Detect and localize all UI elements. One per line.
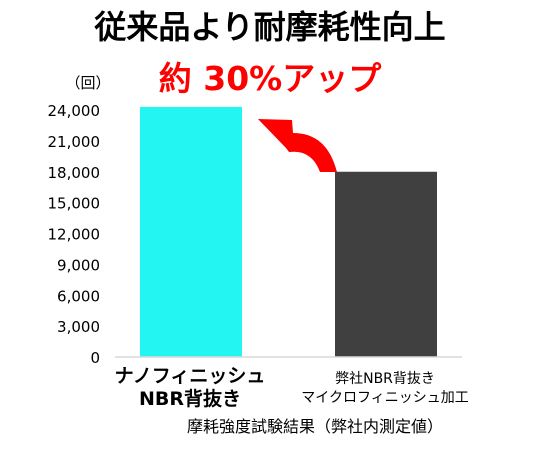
x-category-label-1-line2: NBR背抜き (139, 387, 241, 410)
bar-2 (335, 171, 437, 357)
chart-subtitle: 約 30%アップ (159, 59, 382, 98)
y-tick-label: 3,000 (57, 318, 100, 336)
y-tick-label: 6,000 (57, 287, 100, 305)
y-tick-label: 12,000 (48, 226, 101, 244)
x-category-label-2-line1: 弊社NBR背抜き (335, 371, 435, 387)
y-tick-label: 18,000 (48, 164, 101, 182)
chart-footnote: 摩耗強度試験結果（弊社内測定値） (187, 417, 443, 436)
x-category-label-2-line2: マイクロフィニッシュ加工 (301, 390, 468, 406)
y-tick-label: 21,000 (48, 133, 101, 151)
x-category-label-1-line1: ナノフィニッシュ (115, 365, 266, 387)
y-axis-unit-label: （回） (65, 74, 110, 92)
y-tick-label: 15,000 (48, 195, 101, 213)
y-axis: 24,000 21,000 18,000 15,000 12,000 9,000 6,000… (48, 102, 101, 367)
increase-arrow (258, 119, 337, 172)
bar-1 (140, 106, 242, 357)
y-tick-label: 9,000 (57, 256, 100, 274)
y-tick-label: 0 (90, 349, 100, 367)
bars (140, 106, 437, 357)
chart-title: 従来品より耐摩耗性向上 (93, 8, 445, 46)
y-tick-label: 24,000 (48, 102, 101, 120)
